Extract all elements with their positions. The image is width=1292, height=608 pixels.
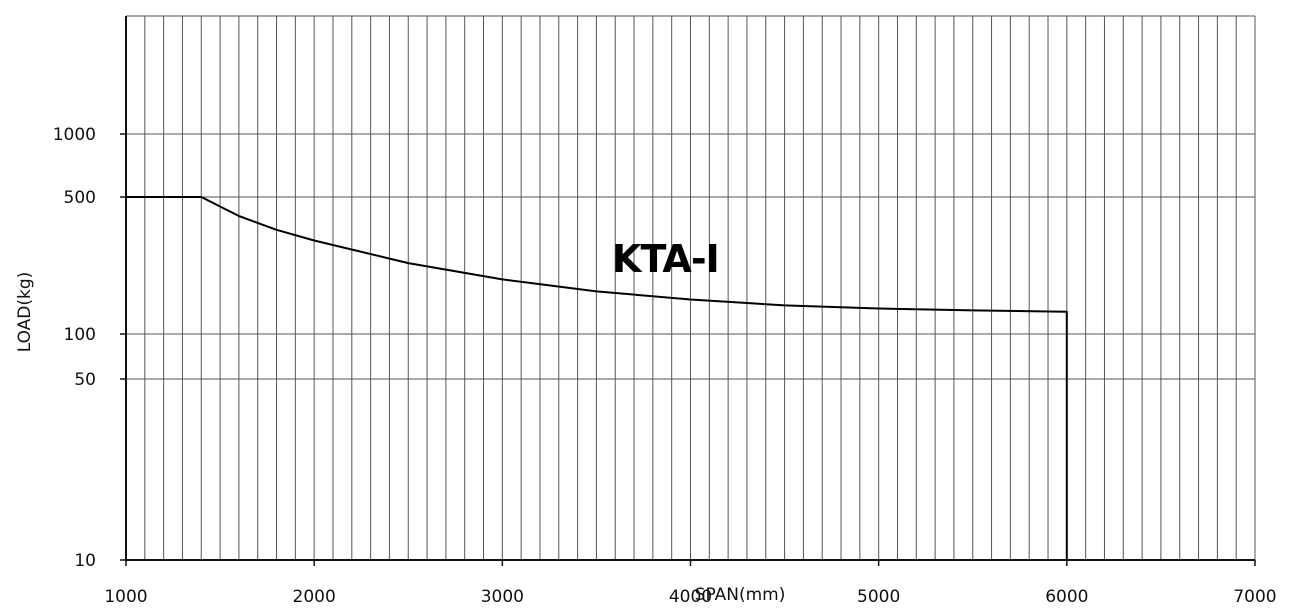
series-group [126, 196, 1068, 560]
x-tick-label: 3000 [481, 587, 524, 607]
series-line [126, 196, 1068, 560]
x-tick-label: 4000 [669, 587, 712, 607]
y-tick-labels: 10 50 100 500 1000 [53, 125, 126, 571]
x-tick-label: 2000 [293, 587, 336, 607]
y-tick-label: 50 [74, 370, 96, 390]
y-tick-label: 500 [64, 188, 96, 208]
y-tick-label: 10 [74, 551, 96, 571]
y-tick-label: 100 [64, 325, 96, 345]
x-axis-title: SPAN(mm) [695, 585, 786, 605]
x-tick-labels: 1000 2000 3000 4000 5000 6000 7000 [104, 560, 1277, 607]
x-tick-label: 5000 [857, 587, 900, 607]
grid [126, 15, 1256, 560]
x-tick-label: 7000 [1233, 587, 1276, 607]
y-axis-title: LOAD(kg) [15, 272, 35, 353]
x-tick-label: 1000 [104, 587, 147, 607]
y-tick-label: 1000 [53, 125, 96, 145]
x-tick-label: 6000 [1045, 587, 1088, 607]
chart-annotation: KTA-I [612, 237, 719, 281]
